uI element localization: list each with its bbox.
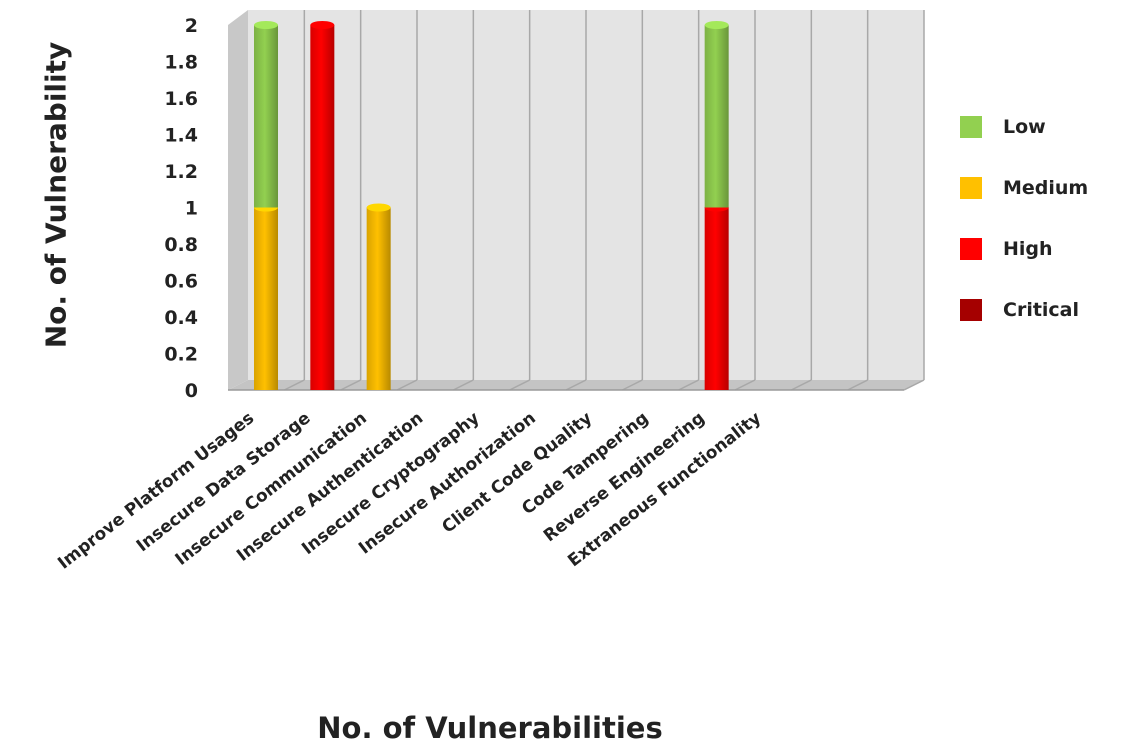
bar-insecure-communication-medium bbox=[366, 203, 391, 390]
y-tick-label: 1.8 bbox=[164, 52, 198, 74]
floor-gridline bbox=[565, 379, 587, 391]
floor-gridline bbox=[734, 379, 756, 391]
legend-item-low: Low bbox=[960, 112, 1088, 142]
bar-body bbox=[366, 207, 391, 390]
bar-improve-platform-usages-medium bbox=[254, 203, 278, 390]
legend: Low Medium High Critical bbox=[960, 112, 1088, 356]
bar-cap bbox=[310, 21, 335, 29]
y-tick-label: 0 bbox=[185, 380, 198, 402]
floor-gridline bbox=[509, 379, 531, 391]
bar-body bbox=[254, 207, 278, 390]
legend-swatch-critical bbox=[960, 299, 982, 321]
legend-item-critical: Critical bbox=[960, 295, 1088, 325]
y-tick-label: 0.6 bbox=[164, 271, 198, 293]
bar-improve-platform-usages-low bbox=[254, 21, 278, 208]
bar-insecure-data-storage-high bbox=[310, 21, 335, 390]
bar-cap bbox=[704, 21, 729, 29]
y-tick-label: 0.2 bbox=[164, 344, 198, 366]
y-tick-label: 1.4 bbox=[164, 125, 198, 147]
chart-bars bbox=[254, 21, 729, 390]
floor-gridline bbox=[847, 379, 869, 391]
y-axis-ticks: 0 0.2 0.4 0.6 0.8 1 1.2 1.4 1.6 1.8 2 bbox=[164, 15, 198, 402]
y-tick-label: 1.6 bbox=[164, 88, 198, 110]
side-wall bbox=[228, 10, 248, 390]
y-tick-label: 0.8 bbox=[164, 234, 198, 256]
bar-cap bbox=[366, 203, 391, 212]
bar-reverse-engineering-low bbox=[704, 21, 729, 208]
y-tick-label: 1 bbox=[185, 198, 198, 220]
floor-gridline bbox=[283, 379, 305, 391]
floor-gridline bbox=[452, 379, 474, 391]
x-axis-title: No. of Vulnerabilities bbox=[317, 711, 663, 745]
legend-label-low: Low bbox=[1003, 116, 1046, 138]
y-tick-label: 0.4 bbox=[164, 307, 198, 329]
legend-label-high: High bbox=[1003, 238, 1053, 260]
floor-gridline bbox=[396, 379, 418, 391]
bar-reverse-engineering-high bbox=[704, 203, 729, 390]
legend-label-critical: Critical bbox=[1003, 299, 1080, 321]
legend-swatch-low bbox=[960, 116, 982, 138]
bar-body bbox=[254, 25, 278, 208]
legend-swatch-medium bbox=[960, 177, 982, 199]
legend-label-medium: Medium bbox=[1003, 177, 1089, 199]
chart-gridlines bbox=[228, 10, 925, 391]
y-tick-label: 1.2 bbox=[164, 161, 198, 183]
y-tick-label: 2 bbox=[185, 15, 198, 37]
bar-body bbox=[704, 207, 729, 390]
floor-gridline bbox=[678, 379, 700, 391]
legend-item-high: High bbox=[960, 234, 1088, 264]
bar-cap bbox=[254, 21, 278, 29]
floor-gridline bbox=[340, 379, 362, 391]
legend-item-medium: Medium bbox=[960, 173, 1088, 203]
legend-swatch-high bbox=[960, 238, 982, 260]
floor-gridline bbox=[621, 379, 643, 391]
y-axis-title: No. of Vulnerability bbox=[39, 41, 73, 349]
floor-gridline bbox=[790, 379, 812, 391]
floor-gridline bbox=[903, 379, 925, 391]
bar-body bbox=[704, 25, 729, 208]
bar-body bbox=[310, 25, 335, 390]
